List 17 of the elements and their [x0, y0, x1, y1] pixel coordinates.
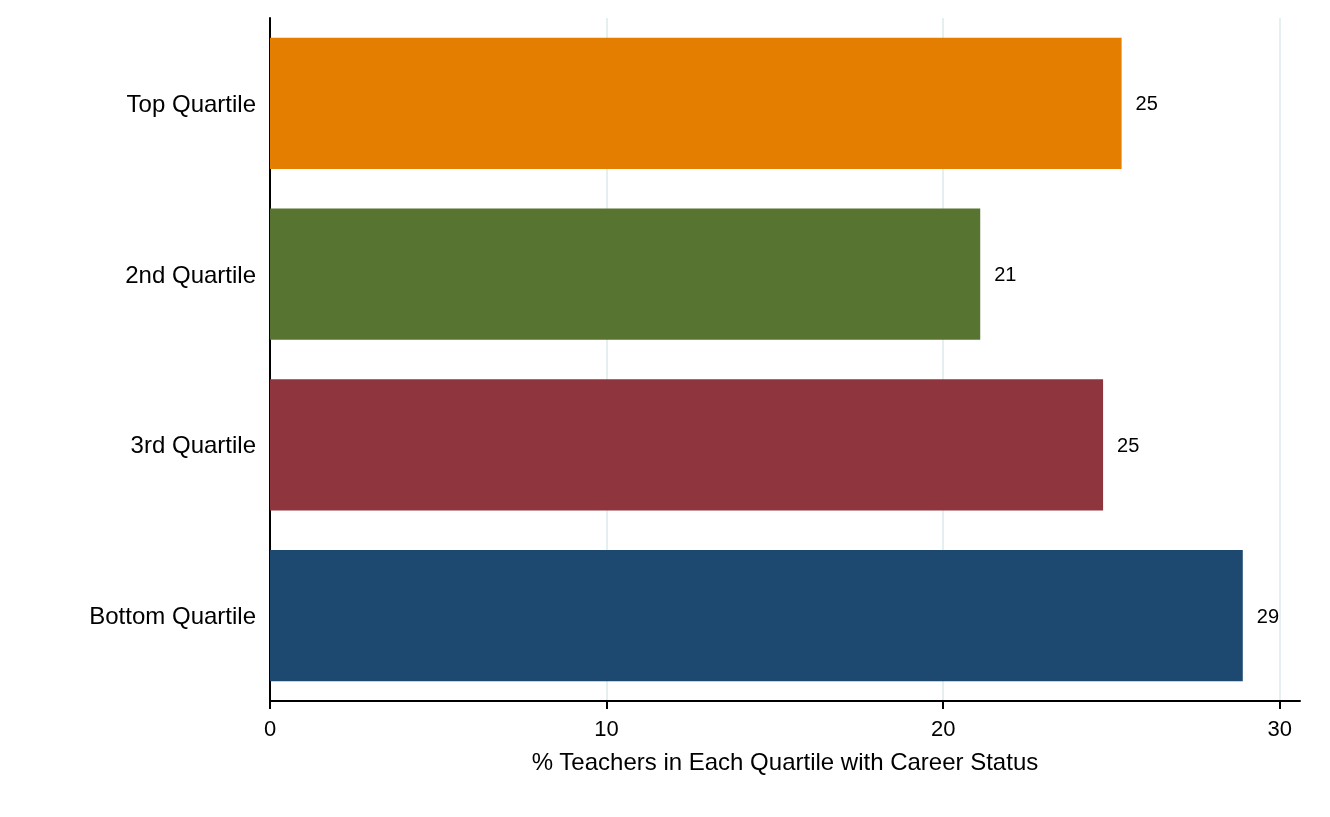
data-label: 25: [1117, 433, 1140, 456]
bar: [270, 549, 1243, 682]
x-axis-title: % Teachers in Each Quartile with Career Status: [531, 747, 1039, 775]
data-label: 21: [994, 263, 1017, 286]
data-label: 29: [1256, 604, 1280, 627]
bar: [270, 379, 1104, 511]
y-tick-label: Bottom Quartile: [89, 602, 256, 630]
data-label: 25: [1135, 92, 1158, 115]
y-tick-label: Top Quartile: [126, 89, 256, 117]
bar: [270, 37, 1122, 170]
y-tick-label: 2nd Quartile: [125, 260, 256, 288]
x-tick-label: 20: [930, 715, 956, 741]
y-tick-label: 3rd Quartile: [130, 431, 256, 459]
x-tick-label: 10: [594, 715, 619, 741]
x-tick-label: 0: [263, 715, 277, 741]
x-tick-label: 30: [1267, 715, 1293, 741]
bar: [270, 208, 981, 340]
